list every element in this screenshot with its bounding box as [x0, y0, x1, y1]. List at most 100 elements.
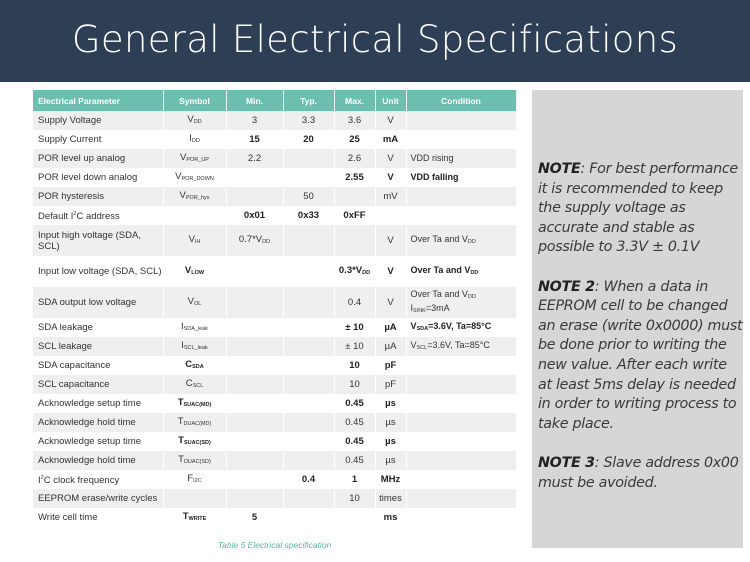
text: C [185, 377, 193, 389]
cell-min: 0.7*VDD [226, 225, 284, 256]
cell-max: 1 [334, 470, 376, 489]
table-row: SDA output low voltage VOL 0.4 V Over Ta and… [33, 287, 517, 318]
table-row: I2C clock frequency FI2C 0.4 1 MHz [33, 470, 517, 489]
cell-condition [406, 187, 517, 206]
cell-max: 10 [334, 489, 376, 508]
table-caption: Table 5 Electrical specification [217, 540, 332, 550]
text: =3mA [425, 302, 450, 313]
cell-parameter: Supply Current [33, 130, 164, 149]
cell-min: 0x01 [226, 206, 284, 225]
text: V [184, 264, 192, 276]
cell-min: 15 [226, 130, 284, 149]
cell-typ: 50 [283, 187, 335, 206]
cell-typ [283, 318, 335, 337]
cell-symbol [163, 206, 227, 225]
cell-symbol: VDD [163, 111, 227, 130]
subscript: SCL_leak [183, 344, 208, 351]
text: T [178, 434, 184, 446]
text: =3.6V, Ta=85°C [428, 320, 492, 331]
cell-condition: VDD rising [406, 149, 517, 168]
cell-typ [283, 508, 335, 527]
notes-panel [532, 90, 743, 548]
cell-condition [406, 111, 517, 130]
cell-parameter: SDA capacitance [33, 356, 164, 375]
cell-parameter: Acknowledge setup time [33, 394, 164, 413]
text: V [188, 233, 195, 245]
cell-condition: VSCL=3.6V, Ta=85°C [406, 337, 517, 356]
cell-typ: 20 [283, 130, 335, 149]
cell-parameter: SCL capacitance [33, 375, 164, 394]
cell-typ [283, 451, 335, 470]
cell-condition [406, 394, 517, 413]
cell-unit: V [375, 168, 407, 187]
subscript: SINK [413, 307, 426, 314]
cell-condition [406, 356, 517, 375]
cell-max: ± 10 [334, 337, 376, 356]
text: I [410, 302, 414, 313]
cell-unit: pF [375, 375, 407, 394]
cell-parameter: POR hysteresis [33, 187, 164, 206]
subscript: DUAC(SD) [183, 458, 211, 465]
cell-typ: 0x33 [283, 206, 335, 225]
cell-typ [283, 375, 335, 394]
table-header-row: Electrical Parameter Symbol Min. Typ. Ma… [33, 90, 517, 111]
table-row: Acknowledge setup time TSUAC(MD) 0.45 µs [33, 394, 517, 413]
cell-unit: V [375, 149, 407, 168]
table-body: Supply Voltage VDD 3 3.3 3.6 V Supply Current I… [33, 111, 517, 527]
subscript: I2C [193, 477, 202, 484]
cell-typ [283, 356, 335, 375]
cell-condition: Over Ta and VDD ISINK=3mA [406, 287, 517, 318]
text: C [185, 358, 193, 370]
cell-condition: Over Ta and VDD [406, 225, 517, 256]
note-label: NOTE 2 [538, 278, 595, 295]
superscript: 2 [40, 475, 44, 481]
cell-unit: mV [375, 187, 407, 206]
text: T [177, 415, 184, 427]
note-1: NOTE: For best performance it is recomme… [538, 160, 743, 258]
cell-symbol: TDUAC(SD) [163, 451, 227, 470]
cell-unit: µs [375, 451, 407, 470]
subscript: DD [193, 118, 202, 125]
cell-symbol: TDUAC(MD) [163, 413, 227, 432]
cell-symbol: CSDA [163, 356, 227, 375]
subscript: DD [362, 269, 371, 276]
cell-typ [283, 394, 335, 413]
table-row: Input high voltage (SDA, SCL) VIH 0.7*VDD V… [33, 225, 517, 256]
cell-parameter: Acknowledge setup time [33, 432, 164, 451]
cell-parameter: Supply Voltage [33, 111, 164, 130]
cell-typ [283, 432, 335, 451]
subscript: DD [191, 137, 200, 144]
text: I [180, 320, 184, 332]
subscript: SCL [192, 382, 204, 389]
cell-condition: Over Ta and VDD [406, 256, 517, 287]
header-min: Min. [226, 90, 284, 111]
cell-min [226, 168, 284, 187]
cell-min [226, 256, 284, 287]
cell-symbol: ISDA_leak [163, 318, 227, 337]
cell-symbol: TSUAC(SD) [163, 432, 227, 451]
text: I [181, 339, 184, 351]
table-row: SCL leakage ISCL_leak ± 10 µA VSCL=3.6V, Ta=… [33, 337, 517, 356]
cell-max: 25 [334, 130, 376, 149]
cell-condition [406, 206, 517, 225]
cell-parameter: POR level up analog [33, 149, 164, 168]
cell-parameter: I2C clock frequency [33, 470, 164, 489]
text: T [178, 453, 184, 465]
cell-condition [406, 375, 517, 394]
cell-condition [406, 489, 517, 508]
text: Over Ta and V [410, 288, 468, 299]
header-unit: Unit [375, 90, 407, 111]
table-row: POR level up analog VPOR_UP 2.2 2.6 V VDD ris… [33, 149, 517, 168]
subscript: IH [194, 238, 201, 245]
cell-typ [283, 149, 335, 168]
note-label: NOTE 3 [538, 454, 595, 471]
cell-max: 0.45 [334, 432, 376, 451]
cell-unit: µA [375, 318, 407, 337]
text: V [187, 113, 194, 125]
cell-parameter: Input low voltage (SDA, SCL) [33, 256, 164, 287]
table-row: SCL capacitance CSCL 10 pF [33, 375, 517, 394]
table-row: POR hysteresis VPOR_hys 50 mV [33, 187, 517, 206]
table-row: POR level down analog VPOR_DOWN 2.55 V VDD f… [33, 168, 517, 187]
cell-max: 0.45 [334, 451, 376, 470]
cell-min [226, 432, 284, 451]
